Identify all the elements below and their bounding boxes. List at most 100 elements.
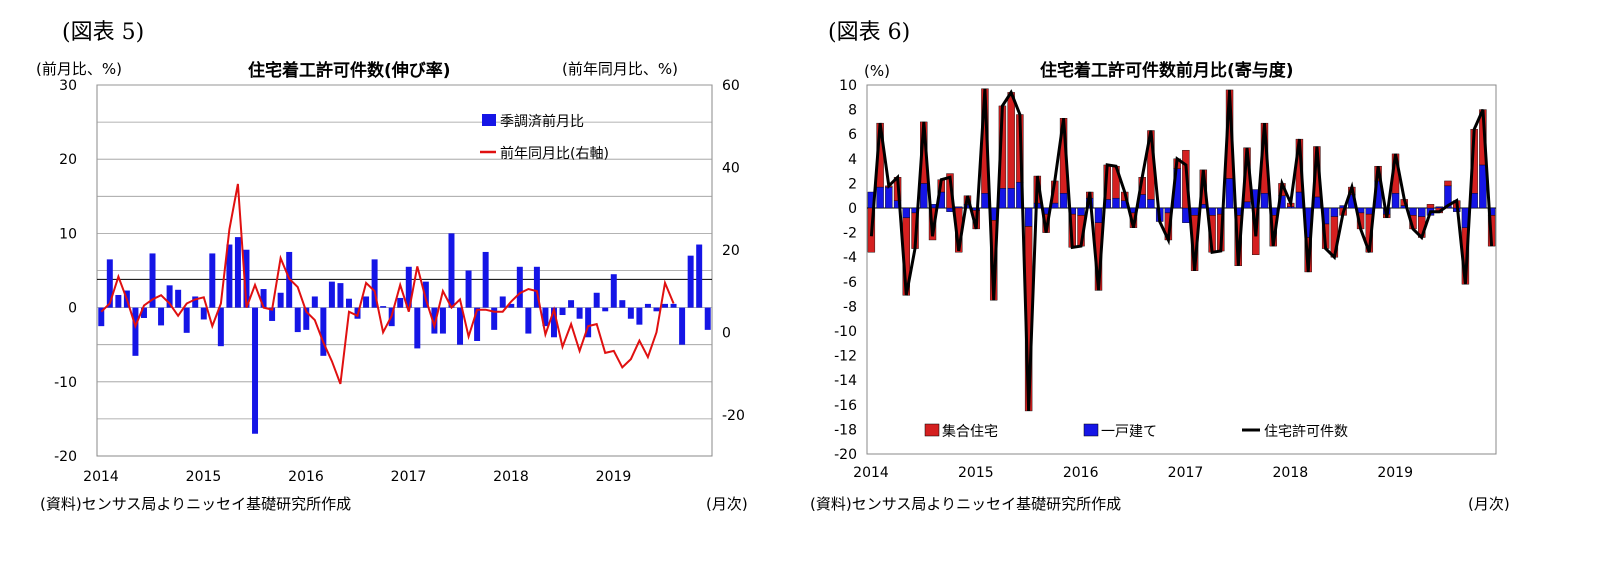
bar-single-family <box>1208 207 1216 216</box>
bar-mom <box>610 274 617 308</box>
bar-single-family <box>1330 207 1339 217</box>
figure-6-label: (図表 6) <box>828 20 911 45</box>
bar-mom <box>217 307 224 347</box>
bar-single-family <box>1112 197 1120 209</box>
bar-mom <box>559 307 566 316</box>
bar-mom <box>533 266 540 308</box>
bar-mom <box>277 292 284 308</box>
legend-line-label: 前年同月比(右軸) <box>500 145 609 162</box>
x-tick-label: 2014 <box>83 469 119 485</box>
bar-single-family <box>1094 207 1103 223</box>
x-tick-label: 2016 <box>288 469 324 485</box>
legend-total-label: 住宅許可件数 <box>1264 424 1348 440</box>
left-tick-label: -10 <box>54 375 77 391</box>
x-tick-label: 2019 <box>1377 465 1413 481</box>
bar-mom <box>602 307 609 312</box>
left-tick-label: 10 <box>59 226 77 242</box>
bar-mom <box>234 237 241 308</box>
y-tick-label: -14 <box>834 373 857 389</box>
y-tick-label: 6 <box>848 127 857 143</box>
x-tick-label: 2015 <box>958 465 994 481</box>
bar-mom <box>132 307 139 356</box>
bar-mom <box>439 307 446 334</box>
right-tick-label: 0 <box>722 325 731 341</box>
bar-single-family <box>876 186 884 209</box>
bar-mom <box>294 307 301 333</box>
bar-mom <box>252 307 259 434</box>
bar-single-family <box>1147 199 1155 209</box>
bar-mom <box>98 307 105 327</box>
chart-5-x-unit: (月次) <box>706 495 748 513</box>
left-tick-label: 30 <box>59 78 77 94</box>
bar-mom <box>175 289 182 308</box>
x-tick-label: 2018 <box>1273 465 1309 481</box>
bar-single-family <box>1024 207 1033 227</box>
bar-mom <box>149 253 156 308</box>
y-tick-label: 10 <box>839 78 857 94</box>
bar-mom <box>550 307 557 338</box>
bar-mom <box>679 307 686 345</box>
left-tick-label: 20 <box>59 152 77 168</box>
bar-single-family <box>1007 188 1015 209</box>
bar-mom <box>311 296 318 308</box>
bar-mom <box>636 307 643 325</box>
x-tick-label: 2019 <box>596 469 632 485</box>
bar-mom <box>166 285 173 308</box>
bar-mom <box>397 297 404 308</box>
bar-mom <box>106 259 113 308</box>
bar-mom <box>576 307 583 319</box>
chart-5-title: 住宅着工許可件数(伸び率) <box>248 61 451 81</box>
bar-mom <box>140 307 147 318</box>
y-tick-label: -2 <box>843 226 857 242</box>
left-axis-unit: (前月比、%) <box>36 60 122 78</box>
figure-6-panel: (図表 6) (%) 住宅着工許可件数前月比(寄与度) -20 -18 -16 -14… <box>810 0 1608 566</box>
bar-single-family <box>1190 207 1199 216</box>
bar-mom <box>260 289 267 308</box>
bar-mom <box>687 255 694 308</box>
bar-mom <box>465 270 472 308</box>
bar-mom <box>303 307 310 330</box>
bar-single-family <box>902 207 911 219</box>
plot-area-6 <box>866 84 1497 455</box>
bar-mom <box>380 306 387 308</box>
line-total-permits <box>869 88 1494 411</box>
bar-mom <box>704 307 711 330</box>
chart-5-svg: -20 -10 0 10 20 30 -20 0 20 40 60 2014 2015 2016 2017 2… <box>54 78 745 485</box>
bar-mom <box>269 307 276 321</box>
x-tick-label: 2015 <box>186 469 222 485</box>
y-tick-label: 2 <box>848 176 857 192</box>
bar-mom <box>499 296 506 308</box>
bar-mom <box>405 266 412 308</box>
right-tick-label: 60 <box>722 78 740 94</box>
bar-mom <box>585 307 592 338</box>
y-tick-label: -10 <box>834 324 857 340</box>
bar-single-family <box>1077 207 1085 216</box>
bar-mom <box>371 259 378 308</box>
chart-6-x-unit: (月次) <box>1468 495 1510 513</box>
bar-mom <box>431 307 438 334</box>
bar-single-family <box>1365 207 1374 215</box>
chart-5-source: (資料)センサス局よりニッセイ基礎研究所作成 <box>40 495 352 513</box>
bar-single-family <box>1418 207 1426 217</box>
bar-mom <box>568 300 575 308</box>
bar-mom <box>508 303 515 308</box>
figure-5-panel: (図表 5) (前月比、%) 住宅着工許可件数(伸び率) (前年同月比、%) -… <box>0 0 790 566</box>
left-tick-label: -20 <box>54 449 77 465</box>
bar-multi-family <box>1426 204 1435 209</box>
y-tick-label: 0 <box>848 201 857 217</box>
bar-mom <box>542 307 549 327</box>
chart-6-title: 住宅着工許可件数前月比(寄与度) <box>1040 61 1294 81</box>
right-tick-label: 40 <box>722 160 740 176</box>
bar-mom <box>627 307 634 319</box>
bar-mom <box>192 296 199 308</box>
bar-mom <box>414 307 421 349</box>
y-tick-label: -6 <box>843 275 857 291</box>
bar-single-family <box>1059 193 1068 209</box>
bar-mom <box>653 307 660 312</box>
bar-mom <box>448 233 455 308</box>
bar-multi-family <box>1007 92 1015 189</box>
bar-mom <box>525 307 532 334</box>
bar-mom <box>337 283 344 308</box>
bar-single-family <box>920 183 928 209</box>
